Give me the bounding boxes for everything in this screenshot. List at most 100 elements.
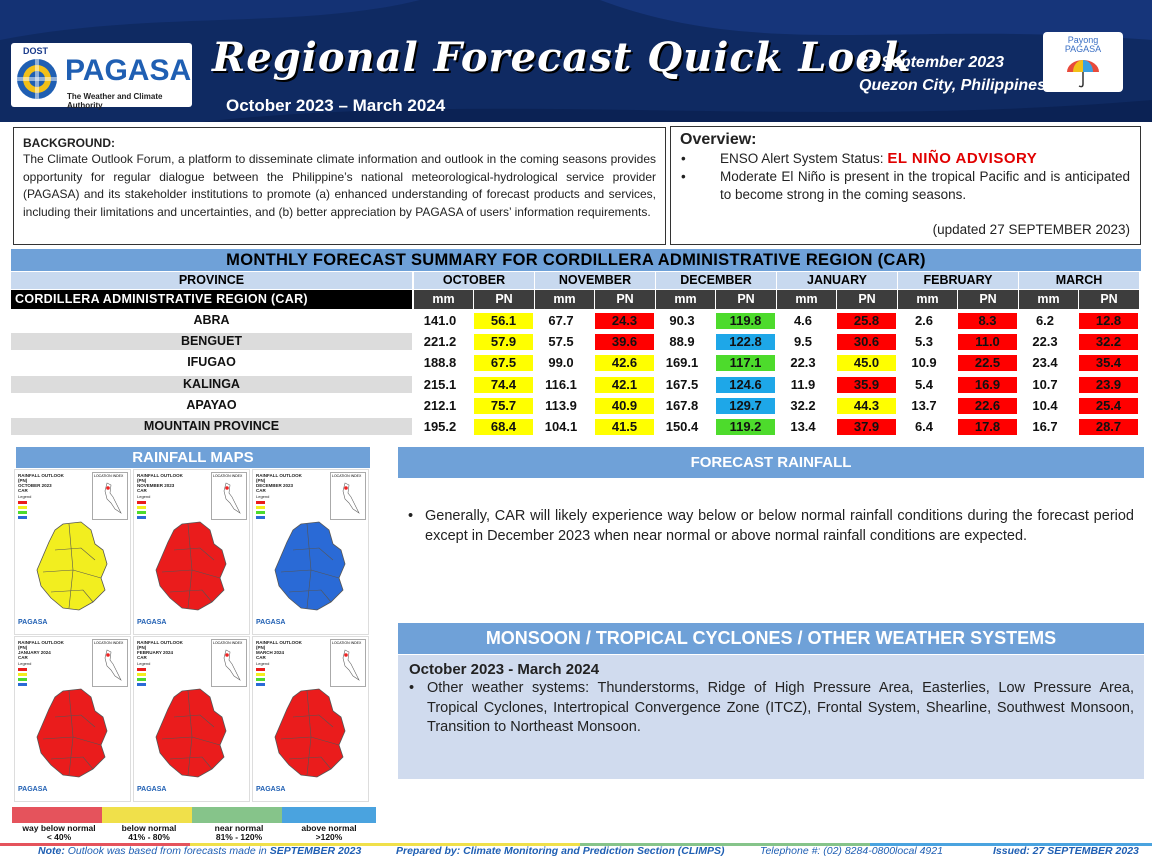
- forecast-period: October 2023 – March 2024: [226, 96, 446, 115]
- legend-swatch: [192, 807, 286, 823]
- legend-swatch: [12, 807, 106, 823]
- mm-value: 6.4: [914, 419, 934, 434]
- map-region: CAR: [18, 488, 28, 493]
- mm-value: 11.9: [790, 376, 816, 392]
- monsoon-heading: MONSOON / TROPICAL CYCLONES / OTHER WEAT…: [398, 623, 1144, 654]
- province-header: PROVINCE: [11, 272, 412, 289]
- map-month: FEBRUARY 2024: [137, 650, 174, 655]
- location-index-map: LOCATION INDEX: [330, 639, 366, 687]
- pn-header: PN: [595, 290, 655, 309]
- mm-value: 67.7: [548, 313, 574, 328]
- car-region-map: [155, 521, 227, 611]
- car-region-map: [36, 521, 108, 611]
- payong-agency-label: PAGASA: [1064, 44, 1102, 54]
- payong-pagasa-logo: Payong PAGASA: [1043, 32, 1123, 92]
- legend-category: above normal: [301, 823, 357, 833]
- philippines-outline-icon: [104, 649, 122, 681]
- footer: Note: Outlook was based from forecasts m…: [0, 843, 1152, 864]
- map-title: RAINFALL OUTLOOK (PN) OCTOBER 2023 CAR: [18, 473, 68, 493]
- month-header-1: NOVEMBER: [535, 272, 655, 289]
- table-row-province: KALINGA: [11, 375, 412, 393]
- background-heading: BACKGROUND:: [23, 136, 115, 150]
- pn-value: 56.1: [474, 313, 533, 329]
- forecast-table-title: MONTHLY FORECAST SUMMARY FOR CORDILLERA …: [11, 249, 1141, 271]
- map-legend-label: Legend: [256, 661, 270, 666]
- rainfall-map: RAINFALL OUTLOOK (PN) JANUARY 2024 CAR LOCA…: [14, 636, 131, 802]
- header-swirl-decoration: [0, 0, 1152, 122]
- table-row-province: ABRA: [193, 313, 230, 327]
- month-header-2: DECEMBER: [656, 272, 776, 289]
- pn-value: 45.0: [837, 355, 896, 372]
- map-legend-label: Legend: [18, 494, 32, 499]
- location-index-label: LOCATION INDEX: [332, 641, 362, 645]
- map-title: RAINFALL OUTLOOK (PN) DECEMBER 2023 CAR: [256, 473, 306, 493]
- legend-range: 41% - 80%: [128, 832, 170, 842]
- pn-value: 68.4: [474, 419, 533, 435]
- pn-header: PN: [837, 290, 897, 309]
- forecast-rainfall-panel: Generally, CAR will likely experience wa…: [398, 480, 1144, 616]
- footer-prepared: Prepared by: Climate Monitoring and Pred…: [396, 845, 725, 857]
- mm-value: 10.9: [911, 355, 937, 371]
- mm-value: 188.8: [423, 355, 457, 371]
- pn-value: 122.8: [716, 334, 775, 351]
- pn-value: 37.9: [837, 419, 896, 435]
- pn-value: 42.6: [595, 355, 654, 372]
- map-legend-label: Legend: [137, 494, 151, 499]
- dost-label: DOST: [23, 46, 49, 56]
- map-legend: Legend: [256, 661, 269, 686]
- mm-value: 167.5: [665, 376, 699, 392]
- umbrella-icon: [1067, 60, 1099, 88]
- mm-value: 195.2: [423, 419, 457, 434]
- legend-swatch: [102, 807, 196, 823]
- philippines-outline-icon: [104, 482, 122, 514]
- location-index-label: LOCATION INDEX: [94, 641, 124, 645]
- map-legend: Legend: [18, 661, 31, 686]
- mm-value: 99.0: [548, 355, 574, 371]
- mm-value: 10.7: [1032, 376, 1058, 392]
- map-month: OCTOBER 2023: [18, 483, 52, 488]
- map-region: CAR: [137, 655, 147, 660]
- legend-category: below normal: [121, 823, 177, 833]
- footer-issued: Issued: 27 SEPTEMBER 2023: [993, 845, 1139, 857]
- table-row-province: BENGUET: [11, 333, 412, 351]
- mm-value: 88.9: [669, 334, 695, 350]
- mm-value: 13.4: [790, 419, 816, 434]
- mm-value: 16.7: [1032, 419, 1058, 434]
- overview-heading: Overview:: [680, 131, 757, 148]
- pn-value: 39.6: [595, 334, 654, 351]
- map-title-line: RAINFALL OUTLOOK (PN): [137, 640, 183, 650]
- location-index-map: LOCATION INDEX: [92, 639, 128, 687]
- footer-note-month: SEPTEMBER 2023: [269, 845, 362, 857]
- car-region-map: [36, 688, 108, 778]
- footer-bar-red: [0, 843, 190, 846]
- pn-value: 44.3: [837, 397, 896, 414]
- map-legend: Legend: [137, 494, 150, 519]
- legend-swatch: [282, 807, 376, 823]
- pn-value: 41.5: [595, 419, 654, 435]
- monsoon-panel: October 2023 - March 2024 Other weather …: [398, 655, 1144, 779]
- mm-value: 57.5: [548, 334, 574, 350]
- location-index-map: LOCATION INDEX: [211, 639, 247, 687]
- table-row-province: MOUNTAIN PROVINCE: [11, 418, 412, 435]
- map-month: NOVEMBER 2023: [137, 483, 175, 488]
- enso-status-item: ENSO Alert System Status: EL NIÑO ADVISO…: [680, 150, 1130, 168]
- map-legend-label: Legend: [137, 661, 151, 666]
- mm-value: 4.6: [793, 313, 813, 328]
- map-legend-label: Legend: [18, 661, 32, 666]
- map-legend-label: Legend: [256, 494, 270, 499]
- rainfall-legend: way below normal < 40% below normal 41% - 8…: [12, 807, 376, 842]
- location-index-map: LOCATION INDEX: [330, 472, 366, 520]
- legend-category: way below normal: [22, 823, 96, 833]
- mm-header: mm: [1019, 290, 1078, 309]
- mm-value: 13.7: [911, 397, 937, 413]
- pn-value: 23.9: [1079, 376, 1138, 393]
- page-title: Regional Forecast Quick Look: [212, 34, 912, 81]
- map-legend: Legend: [137, 661, 150, 686]
- mm-value: 215.1: [423, 376, 457, 392]
- map-title: RAINFALL OUTLOOK (PN) JANUARY 2024 CAR: [18, 640, 68, 660]
- pn-value: 22.5: [958, 355, 1017, 372]
- month-header-0: OCTOBER: [414, 272, 534, 289]
- enso-status: EL NIÑO ADVISORY: [887, 150, 1038, 167]
- pn-value: 25.8: [837, 313, 896, 329]
- forecast-rainfall-text: Generally, CAR will likely experience wa…: [408, 507, 1134, 546]
